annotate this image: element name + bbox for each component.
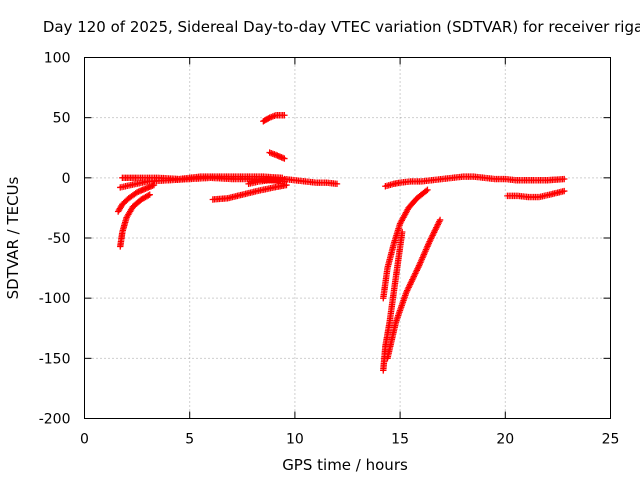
y-tick-label: 50 bbox=[53, 111, 71, 127]
axis-ticks bbox=[84, 57, 611, 419]
grid-lines bbox=[84, 57, 611, 419]
y-tick-label: -150 bbox=[39, 351, 71, 367]
data-points bbox=[114, 112, 568, 374]
data-point bbox=[276, 177, 284, 184]
data-series-9 bbox=[266, 149, 288, 162]
y-tick-label: -50 bbox=[48, 231, 71, 247]
x-tick-label: 15 bbox=[391, 432, 409, 448]
data-series-12 bbox=[384, 216, 444, 362]
y-tick-label: -100 bbox=[39, 291, 71, 307]
data-point bbox=[333, 180, 341, 188]
data-point bbox=[145, 192, 152, 199]
data-point bbox=[265, 115, 272, 122]
x-tick-labels: 0 5 10 15 20 25 bbox=[80, 432, 619, 448]
x-axis-label: GPS time / hours bbox=[282, 456, 408, 474]
data-series-8 bbox=[260, 112, 288, 125]
data-point bbox=[424, 186, 431, 194]
data-point bbox=[561, 187, 568, 195]
data-series-6 bbox=[209, 181, 290, 203]
data-series-5 bbox=[281, 175, 341, 188]
x-tick-label: 10 bbox=[286, 432, 304, 448]
data-point bbox=[146, 191, 153, 198]
data-point bbox=[399, 228, 406, 236]
y-tick-labels: -200 -150 -100 -50 0 50 100 bbox=[39, 51, 71, 428]
y-tick-label: 100 bbox=[44, 51, 71, 67]
data-point bbox=[561, 175, 568, 183]
y-axis-label: SDTVAR / TECUs bbox=[4, 176, 22, 299]
data-series-4 bbox=[119, 173, 286, 183]
data-point bbox=[150, 181, 158, 189]
y-tick-label: 0 bbox=[62, 171, 71, 187]
data-series-7 bbox=[245, 177, 284, 188]
data-point bbox=[436, 216, 444, 224]
x-tick-label: 20 bbox=[496, 432, 514, 448]
data-series-11 bbox=[380, 228, 406, 374]
data-series-1 bbox=[117, 191, 153, 250]
data-series-13 bbox=[382, 173, 568, 190]
data-point bbox=[422, 187, 430, 195]
data-point bbox=[283, 181, 290, 189]
x-tick-label: 5 bbox=[185, 432, 194, 448]
y-tick-label: -200 bbox=[39, 412, 71, 428]
data-series-10 bbox=[380, 186, 431, 302]
data-point bbox=[281, 112, 288, 119]
data-series-14 bbox=[504, 187, 568, 201]
x-tick-label: 25 bbox=[602, 432, 620, 448]
x-tick-label: 0 bbox=[80, 432, 89, 448]
plot-frame bbox=[84, 57, 611, 419]
chart-title: Day 120 of 2025, Sidereal Day-to-day VTE… bbox=[43, 18, 640, 36]
data-point bbox=[281, 155, 288, 162]
data-series-2 bbox=[114, 181, 158, 215]
